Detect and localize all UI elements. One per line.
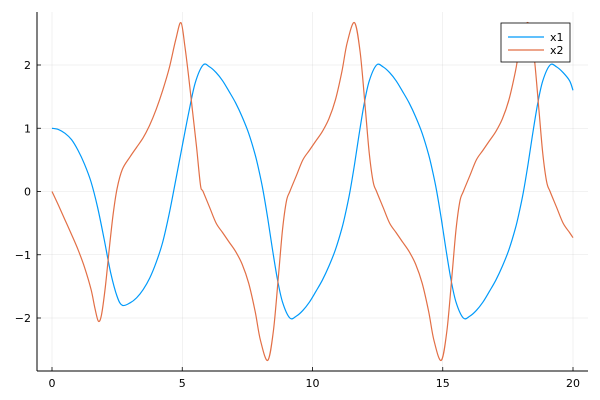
- x-tick-label: 5: [179, 377, 186, 390]
- series-line-x2: [51, 22, 574, 361]
- x-tick-label: 15: [436, 377, 450, 390]
- x-tick-label: 0: [49, 377, 56, 390]
- y-tick-label: −2: [15, 312, 31, 325]
- y-tick-label: 0: [24, 186, 31, 199]
- y-tick-label: −1: [15, 249, 31, 262]
- y-tick-label: 1: [24, 122, 31, 135]
- y-tick-label: 2: [24, 59, 31, 72]
- legend-label-x2: x2: [550, 44, 564, 57]
- x-tick-label: 10: [306, 377, 320, 390]
- series-line-x1: [51, 63, 574, 320]
- legend-box: [500, 22, 571, 63]
- legend-label-x1: x1: [550, 31, 564, 44]
- x-tick-label: 20: [566, 377, 580, 390]
